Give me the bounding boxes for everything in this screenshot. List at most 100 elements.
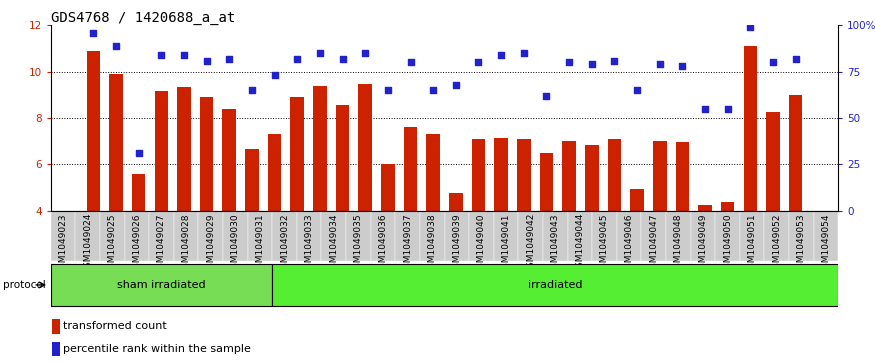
Bar: [75, 211, 100, 261]
Text: GSM1049052: GSM1049052: [773, 213, 781, 274]
Point: [540, 93, 554, 99]
Text: GSM1049038: GSM1049038: [428, 213, 437, 274]
Text: percentile rank within the sample: percentile rank within the sample: [63, 344, 251, 354]
Bar: [248, 211, 272, 261]
Bar: [641, 211, 666, 261]
Bar: [653, 141, 667, 211]
Bar: [766, 112, 780, 211]
Text: GSM1049041: GSM1049041: [501, 213, 510, 274]
Bar: [698, 205, 712, 211]
Bar: [568, 211, 592, 261]
Point: [131, 150, 145, 156]
Point: [449, 82, 463, 87]
Bar: [313, 86, 326, 211]
Bar: [426, 134, 440, 211]
Point: [245, 87, 259, 93]
Text: GSM1049046: GSM1049046: [625, 213, 634, 274]
Text: GSM1049053: GSM1049053: [797, 213, 806, 274]
Point: [653, 61, 667, 67]
Bar: [607, 139, 621, 211]
Text: GSM1049031: GSM1049031: [255, 213, 264, 274]
Point: [313, 50, 327, 56]
Text: transformed count: transformed count: [63, 321, 167, 331]
Point: [584, 61, 598, 67]
Bar: [272, 264, 838, 306]
Text: GSM1049028: GSM1049028: [182, 213, 191, 274]
Point: [109, 43, 123, 49]
Text: GSM1049030: GSM1049030: [231, 213, 240, 274]
Text: GSM1049034: GSM1049034: [329, 213, 339, 274]
Point: [607, 58, 621, 64]
Bar: [177, 87, 191, 211]
Text: irradiated: irradiated: [528, 280, 583, 290]
Bar: [200, 97, 214, 211]
Bar: [272, 211, 297, 261]
Bar: [51, 211, 75, 261]
Bar: [666, 211, 690, 261]
Point: [177, 52, 191, 58]
Bar: [359, 85, 372, 211]
Bar: [518, 211, 542, 261]
Bar: [469, 211, 493, 261]
Bar: [563, 141, 576, 211]
Bar: [592, 211, 617, 261]
Bar: [149, 211, 174, 261]
Bar: [789, 211, 814, 261]
Text: GSM1049024: GSM1049024: [83, 213, 92, 273]
Bar: [223, 211, 248, 261]
Bar: [52, 342, 60, 356]
Text: GSM1049033: GSM1049033: [304, 213, 313, 274]
Text: GSM1049025: GSM1049025: [108, 213, 116, 274]
Point: [630, 87, 644, 93]
Point: [426, 87, 440, 93]
Bar: [100, 211, 124, 261]
Point: [494, 52, 508, 58]
Bar: [155, 91, 168, 211]
Text: GSM1049045: GSM1049045: [600, 213, 609, 274]
Point: [517, 50, 531, 56]
Text: GSM1049043: GSM1049043: [550, 213, 560, 274]
Point: [698, 106, 712, 112]
Point: [268, 73, 282, 78]
Text: GSM1049039: GSM1049039: [452, 213, 461, 274]
Bar: [814, 211, 838, 261]
Text: GSM1049047: GSM1049047: [649, 213, 658, 274]
Bar: [132, 174, 145, 211]
Bar: [245, 149, 259, 211]
Bar: [789, 95, 802, 211]
Text: protocol: protocol: [3, 280, 45, 290]
Bar: [744, 46, 757, 211]
Point: [87, 30, 101, 36]
Point: [676, 63, 690, 69]
Point: [200, 58, 214, 64]
Bar: [87, 51, 100, 211]
Bar: [290, 97, 304, 211]
Point: [721, 106, 735, 112]
Bar: [542, 211, 568, 261]
Point: [788, 56, 802, 62]
Point: [335, 56, 349, 62]
Point: [358, 50, 372, 56]
Point: [562, 60, 576, 65]
Bar: [199, 211, 223, 261]
Bar: [420, 211, 444, 261]
Text: GSM1049042: GSM1049042: [526, 213, 536, 273]
Bar: [124, 211, 149, 261]
Bar: [297, 211, 321, 261]
Bar: [630, 188, 644, 211]
Text: GSM1049048: GSM1049048: [674, 213, 682, 274]
Bar: [517, 139, 530, 211]
Bar: [336, 105, 349, 211]
Bar: [51, 264, 272, 306]
Text: sham irradiated: sham irradiated: [117, 280, 206, 290]
Text: GSM1049027: GSM1049027: [157, 213, 166, 274]
Bar: [617, 211, 641, 261]
Bar: [52, 319, 60, 334]
Bar: [449, 193, 463, 211]
Text: GSM1049040: GSM1049040: [477, 213, 486, 274]
Bar: [222, 109, 236, 211]
Bar: [690, 211, 715, 261]
Bar: [382, 164, 395, 211]
Bar: [109, 74, 123, 211]
Text: GSM1049036: GSM1049036: [379, 213, 388, 274]
